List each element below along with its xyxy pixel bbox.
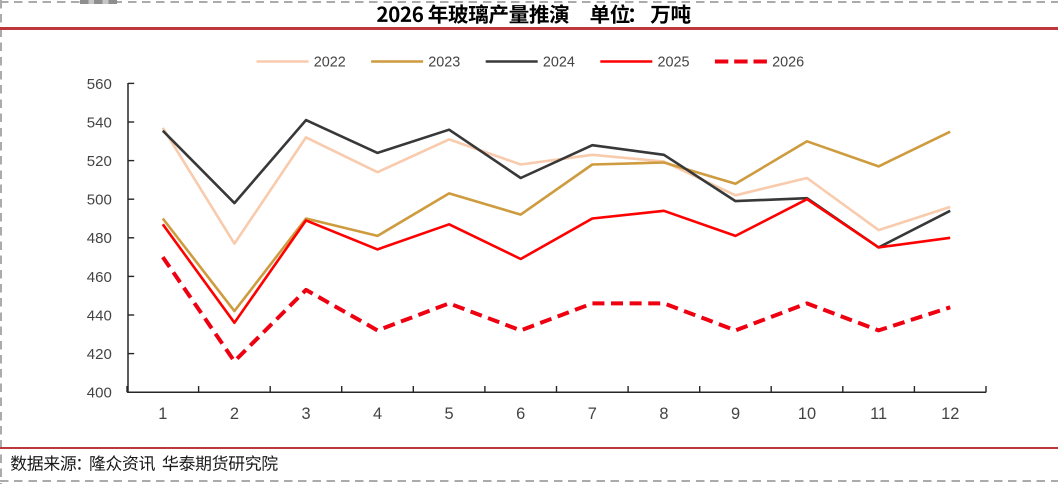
svg-text:5: 5 bbox=[445, 405, 454, 423]
svg-text:440: 440 bbox=[87, 307, 112, 324]
svg-text:2025: 2025 bbox=[658, 55, 690, 71]
svg-text:6: 6 bbox=[516, 405, 525, 423]
svg-text:10: 10 bbox=[798, 405, 816, 423]
svg-text:400: 400 bbox=[87, 385, 112, 402]
svg-text:1: 1 bbox=[158, 405, 167, 423]
svg-text:2023: 2023 bbox=[428, 55, 460, 71]
svg-text:2022: 2022 bbox=[314, 55, 346, 71]
svg-text:11: 11 bbox=[870, 405, 887, 423]
svg-text:500: 500 bbox=[87, 192, 112, 209]
svg-text:8: 8 bbox=[659, 405, 668, 423]
svg-text:9: 9 bbox=[731, 405, 740, 423]
svg-text:2: 2 bbox=[230, 405, 239, 423]
svg-text:4: 4 bbox=[373, 405, 382, 423]
svg-text:420: 420 bbox=[87, 346, 112, 363]
svg-text:560: 560 bbox=[87, 76, 112, 93]
svg-text:12: 12 bbox=[941, 405, 959, 423]
svg-text:2024: 2024 bbox=[543, 55, 575, 71]
svg-text:520: 520 bbox=[87, 153, 112, 170]
svg-text:480: 480 bbox=[87, 230, 112, 247]
svg-text:540: 540 bbox=[87, 114, 112, 131]
svg-text:460: 460 bbox=[87, 269, 112, 286]
svg-text:7: 7 bbox=[588, 405, 597, 423]
svg-text:2026: 2026 bbox=[772, 55, 804, 71]
svg-text:3: 3 bbox=[301, 405, 310, 423]
